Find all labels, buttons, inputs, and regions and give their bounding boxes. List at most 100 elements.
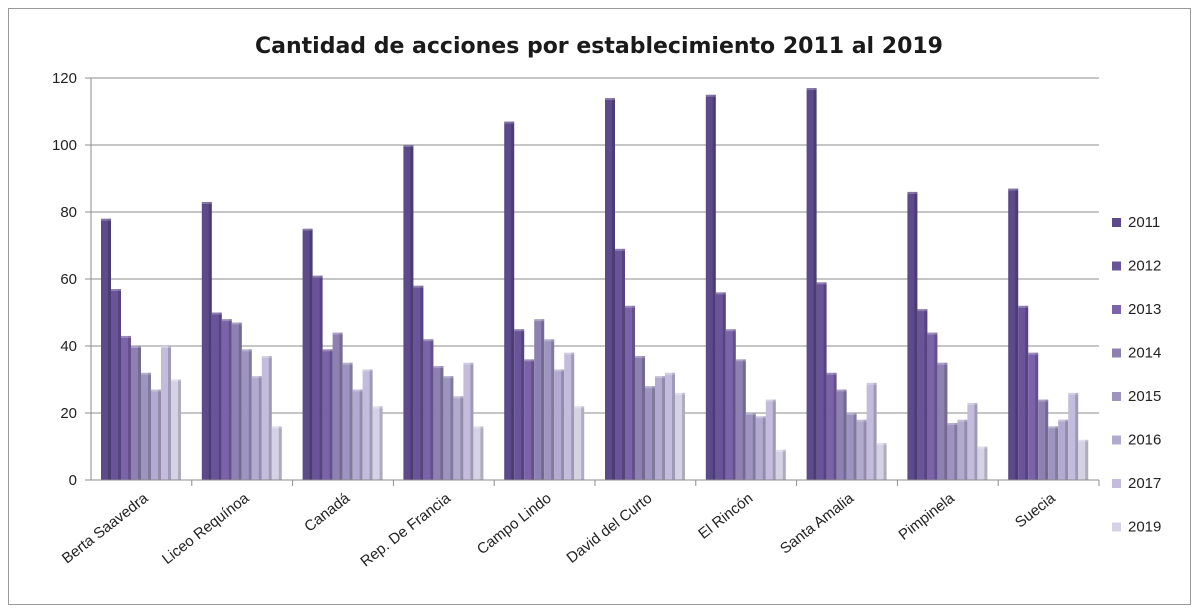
bar-shade	[1065, 419, 1069, 480]
bar-top	[967, 402, 978, 405]
bar	[755, 416, 766, 480]
bar-top	[917, 309, 928, 312]
bar-top	[231, 322, 242, 325]
x-tick-label: David del Curto	[564, 490, 656, 567]
x-tick-label: Santa Amalia	[777, 489, 858, 557]
bar-body	[605, 98, 615, 480]
legend-swatch	[1112, 261, 1121, 271]
bar-top	[735, 359, 746, 362]
bar-body	[615, 248, 625, 480]
bar-shade	[612, 98, 615, 480]
bar-body	[322, 349, 333, 480]
bar-body	[806, 88, 817, 481]
bar-top	[161, 346, 171, 348]
bar-body	[1068, 392, 1079, 480]
bar-top	[705, 94, 716, 97]
bar-body	[876, 443, 887, 480]
bar	[655, 376, 665, 480]
bar-top	[453, 396, 464, 399]
bar-body	[372, 406, 383, 480]
bar	[836, 389, 847, 480]
bar-body	[1038, 399, 1049, 480]
bar	[564, 352, 575, 480]
bar-top	[615, 248, 625, 251]
bar	[141, 372, 151, 480]
bar-body	[504, 121, 515, 481]
bar-top	[1078, 439, 1089, 442]
bar	[1048, 426, 1059, 480]
bar-shade	[964, 419, 968, 480]
bar-body	[755, 416, 766, 480]
bar-top	[423, 339, 434, 342]
y-tick-label: 100	[52, 137, 77, 154]
bar-top	[846, 413, 857, 415]
bar-top	[524, 359, 535, 362]
bar-body	[977, 446, 988, 480]
bar-shade	[258, 376, 262, 480]
bar-top	[564, 352, 575, 355]
bar	[765, 399, 776, 480]
legend-label: 2013	[1128, 301, 1161, 318]
bar-body	[332, 332, 343, 480]
bar-body	[1008, 188, 1019, 481]
bar	[554, 369, 565, 480]
bar	[524, 359, 535, 480]
bar-body	[574, 406, 585, 480]
bar-shade	[238, 322, 242, 480]
bar-shade	[178, 379, 181, 480]
bar-body	[826, 372, 837, 480]
x-tick-label: Berta Saavedra	[59, 489, 152, 567]
bar-top	[362, 369, 373, 372]
bar-shade	[944, 362, 948, 480]
bar-body	[1018, 305, 1029, 480]
bar	[372, 406, 383, 480]
bar-shade	[883, 443, 887, 480]
bar-body	[1028, 352, 1039, 480]
bar-body	[534, 319, 545, 480]
bar-shade	[128, 335, 131, 480]
bar-body	[101, 218, 111, 480]
legend-item: 2017	[1112, 475, 1161, 492]
bar-shade	[541, 319, 545, 480]
bar-shade	[1025, 305, 1029, 480]
bar-body	[131, 346, 141, 480]
bar	[856, 419, 867, 480]
bar-top	[937, 362, 948, 365]
bar-shade	[732, 329, 736, 480]
bar	[241, 349, 252, 480]
bar	[775, 449, 786, 480]
bar-shade	[208, 201, 212, 480]
bar-top	[1058, 419, 1069, 422]
bar-body	[211, 312, 222, 480]
bar	[231, 322, 242, 480]
bar-top	[1068, 392, 1079, 395]
bar-top	[312, 275, 323, 278]
bar-body	[675, 392, 685, 480]
bar-shade	[772, 399, 776, 480]
bar-top	[806, 88, 817, 91]
bar-shade	[984, 446, 988, 480]
bar	[332, 332, 343, 480]
bar-body	[141, 372, 151, 480]
bar-shade	[722, 292, 726, 480]
bar	[957, 419, 968, 480]
legend-item: 2014	[1112, 345, 1161, 362]
legend-swatch	[1112, 305, 1121, 314]
bar-top	[332, 332, 343, 335]
y-tick-label: 60	[60, 271, 77, 288]
bar	[574, 406, 585, 480]
bar-top	[251, 376, 262, 379]
bar-top	[111, 289, 121, 292]
bar-top	[514, 329, 525, 332]
bar-top	[171, 379, 181, 382]
bar-top	[635, 356, 645, 359]
bar-body	[957, 419, 968, 480]
legend-item: 2015	[1112, 388, 1161, 405]
bar	[635, 356, 645, 480]
bar-body	[645, 386, 655, 480]
bar-body	[735, 359, 746, 480]
x-tick-label: Canadá	[301, 489, 353, 535]
bar-top	[755, 416, 766, 419]
bar-body	[362, 369, 373, 480]
bar-top	[322, 349, 333, 352]
